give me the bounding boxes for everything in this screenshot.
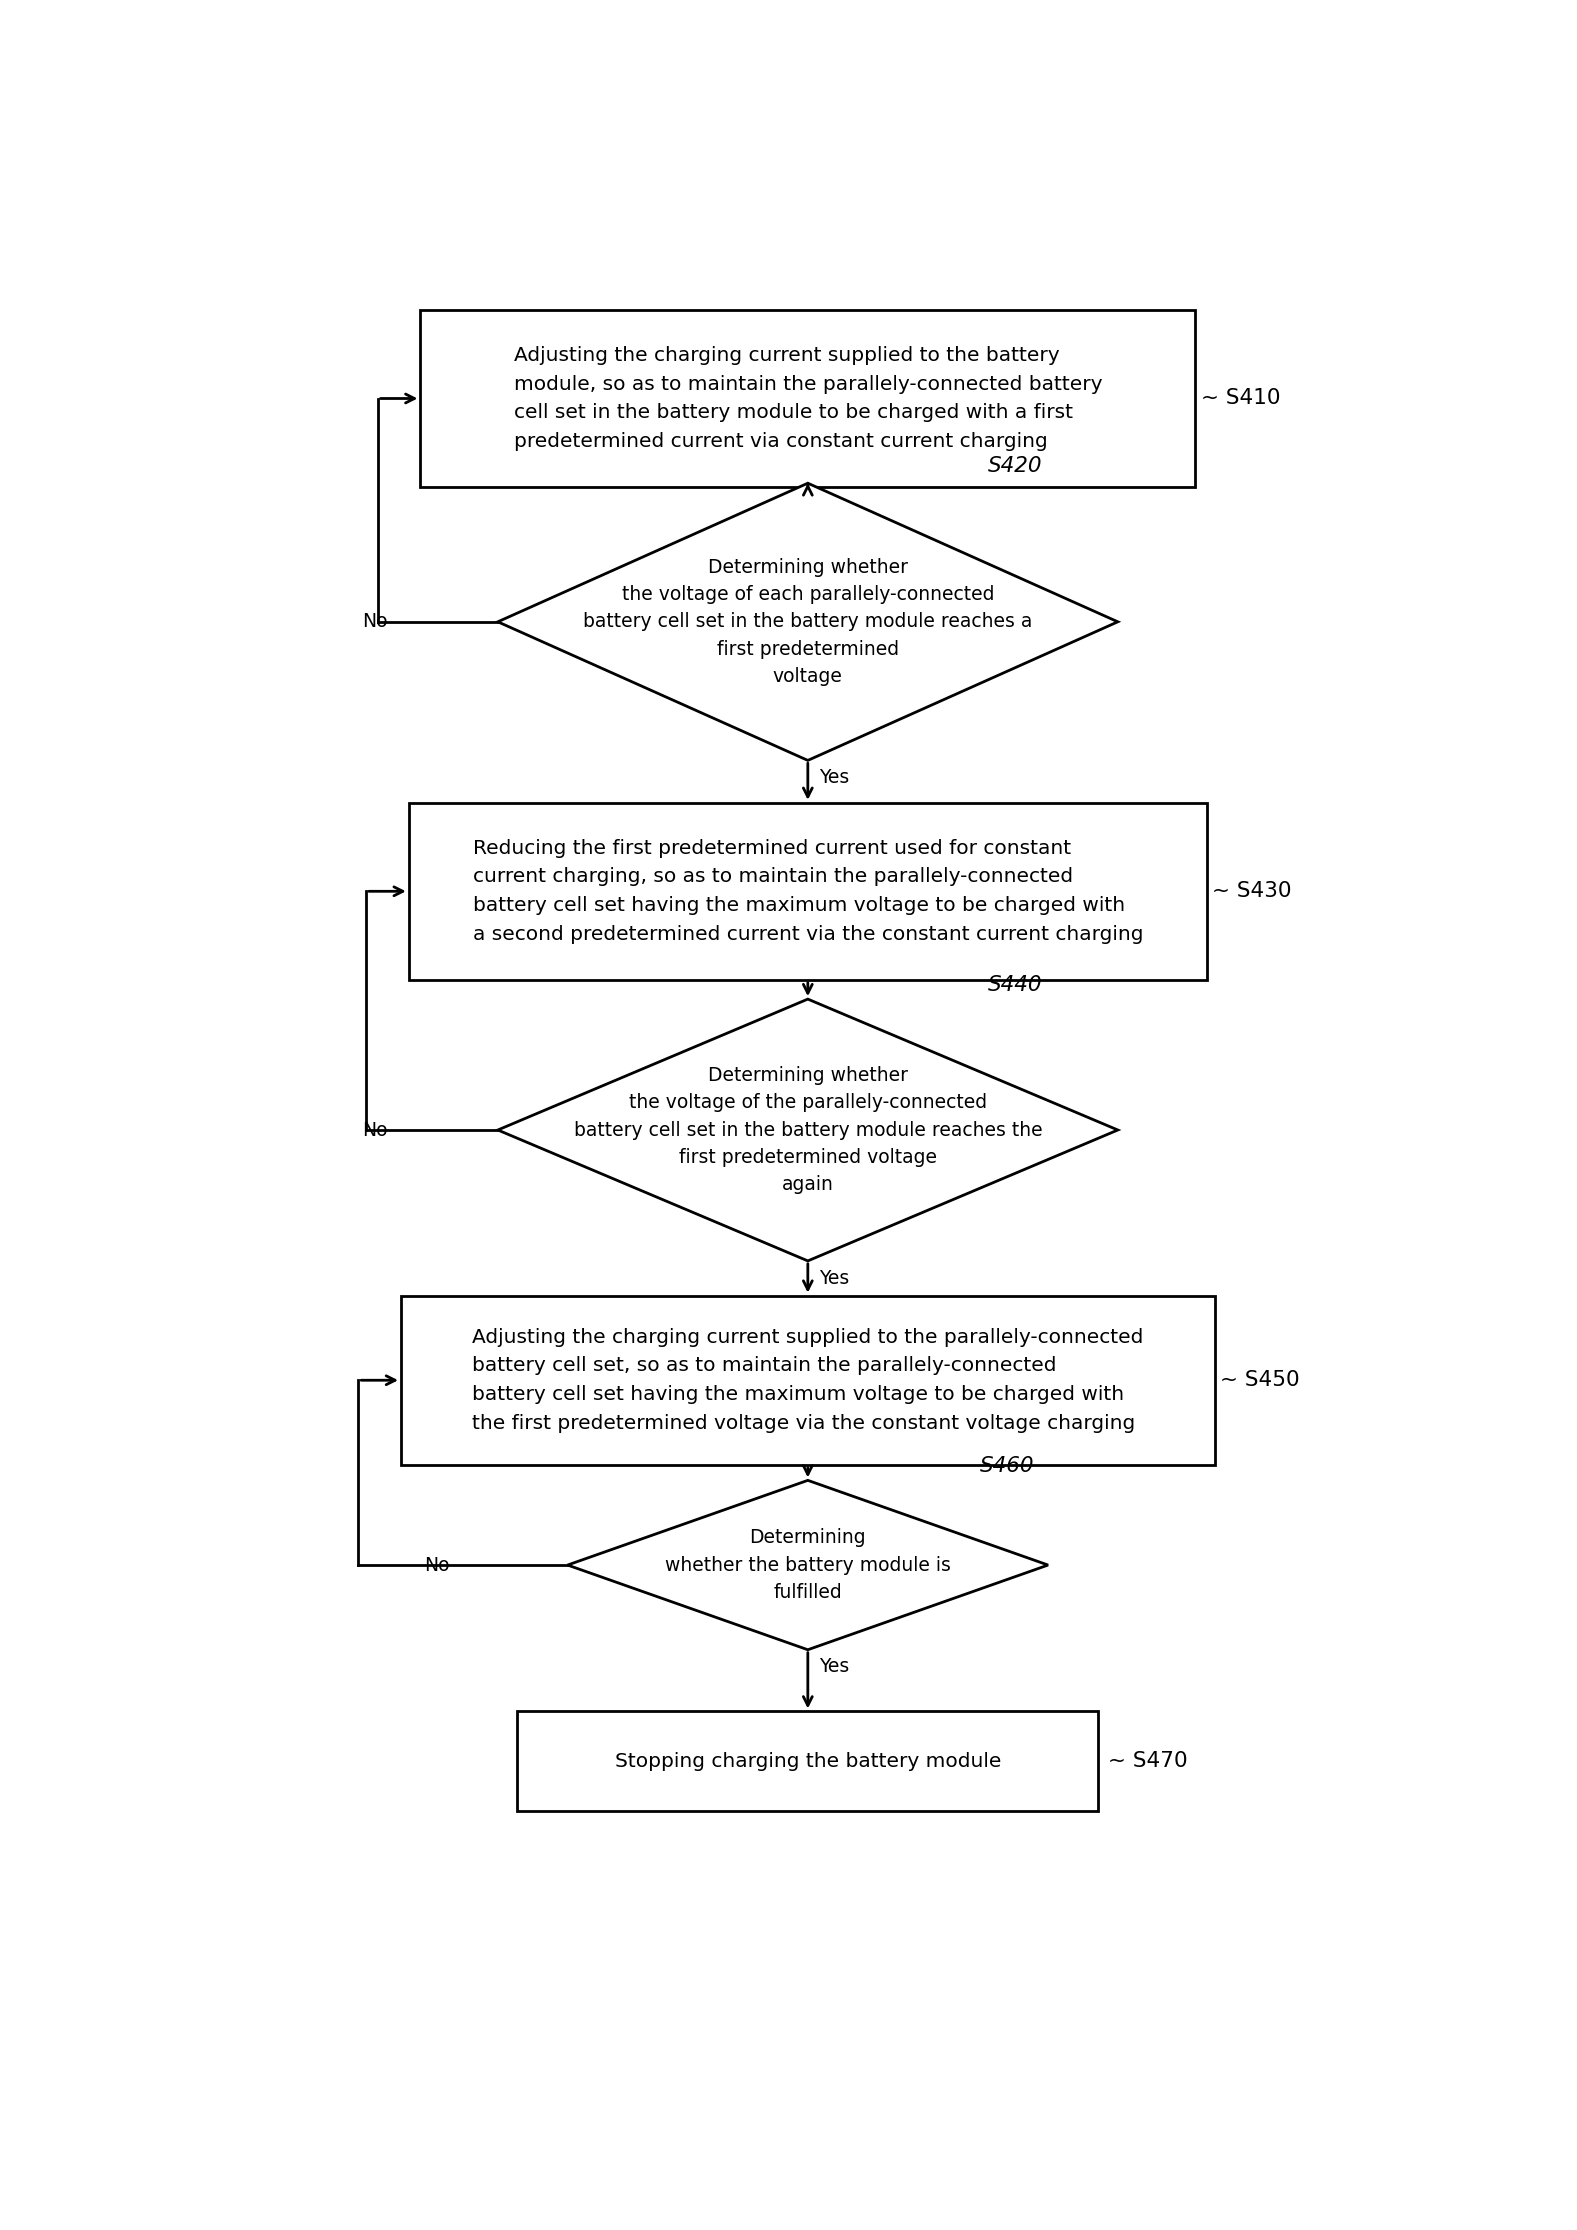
Text: Yes: Yes [820,1269,850,1287]
Text: Adjusting the charging current supplied to the parallely-connected
battery cell : Adjusting the charging current supplied … [472,1327,1143,1434]
Polygon shape [498,999,1118,1260]
Text: Stopping charging the battery module: Stopping charging the battery module [615,1753,1001,1771]
Text: Yes: Yes [820,767,850,787]
Text: ~ S410: ~ S410 [1200,388,1281,408]
Text: No: No [363,613,388,631]
Text: No: No [363,1119,388,1140]
Text: S420: S420 [987,455,1042,475]
Text: Determining
whether the battery module is
fulfilled: Determining whether the battery module i… [665,1528,951,1601]
FancyBboxPatch shape [421,310,1195,486]
FancyBboxPatch shape [408,803,1206,979]
Text: Determining whether
the voltage of each parallely-connected
battery cell set in : Determining whether the voltage of each … [583,558,1033,687]
Text: S460: S460 [979,1456,1035,1476]
Text: ~ S450: ~ S450 [1221,1369,1299,1389]
Text: ~ S430: ~ S430 [1213,881,1292,901]
Polygon shape [568,1481,1049,1650]
Text: S440: S440 [987,975,1042,995]
Polygon shape [498,484,1118,760]
Text: Reducing the first predetermined current used for constant
current charging, so : Reducing the first predetermined current… [473,838,1143,943]
Text: Yes: Yes [820,1657,850,1677]
Text: No: No [424,1557,449,1574]
Text: Determining whether
the voltage of the parallely-connected
battery cell set in t: Determining whether the voltage of the p… [574,1066,1042,1193]
Text: ~ S470: ~ S470 [1107,1751,1187,1771]
FancyBboxPatch shape [517,1710,1099,1811]
FancyBboxPatch shape [401,1296,1214,1465]
Text: Adjusting the charging current supplied to the battery
module, so as to maintain: Adjusting the charging current supplied … [514,346,1102,450]
